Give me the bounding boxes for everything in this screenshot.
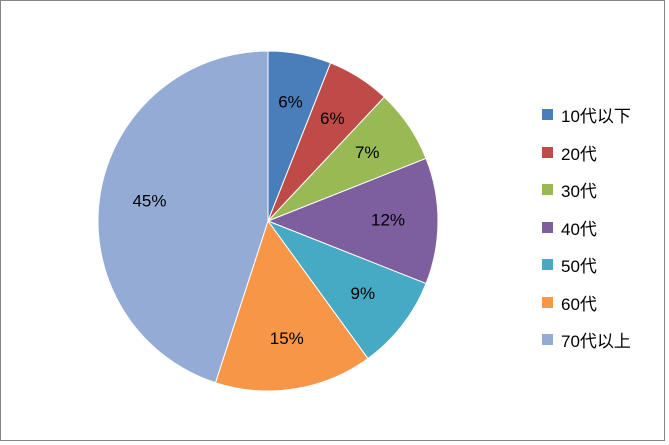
legend-swatch — [542, 221, 553, 233]
legend-item-0: 10代以下 — [542, 96, 631, 134]
legend-swatch — [542, 334, 553, 346]
slice-data-label-1: 6% — [320, 109, 345, 128]
slice-data-label-6: 45% — [132, 192, 166, 211]
legend-item-5: 60代 — [542, 284, 631, 322]
legend: 10代以下 20代 30代 40代 50代 60代 70代以上 — [542, 96, 631, 359]
slice-data-label-3: 12% — [371, 210, 405, 229]
legend-label: 10代以下 — [561, 107, 631, 127]
pie-chart: 6% 6% 7% 12% 9% 15% 45% — [97, 50, 439, 392]
legend-label: 50代 — [561, 257, 597, 277]
legend-label: 60代 — [561, 294, 597, 314]
legend-swatch — [542, 146, 553, 158]
legend-swatch — [542, 296, 553, 308]
legend-item-4: 50代 — [542, 246, 631, 284]
legend-label: 70代以上 — [561, 332, 631, 352]
legend-swatch — [542, 184, 553, 196]
slice-data-label-0: 6% — [278, 93, 303, 112]
legend-label: 20代 — [561, 144, 597, 164]
legend-swatch — [542, 109, 553, 121]
pie-slice-4 — [266, 219, 427, 360]
legend-swatch — [542, 259, 553, 271]
legend-item-6: 70代以上 — [542, 321, 631, 359]
legend-label: 40代 — [561, 219, 597, 239]
legend-item-1: 20代 — [542, 134, 631, 172]
pie-slice-6 — [97, 50, 269, 384]
slice-data-label-4: 9% — [351, 284, 376, 303]
legend-item-3: 40代 — [542, 209, 631, 247]
slice-data-label-2: 7% — [355, 143, 380, 162]
pie-slice-3 — [266, 157, 439, 285]
legend-item-2: 30代 — [542, 171, 631, 209]
legend-label: 30代 — [561, 182, 597, 202]
pie-slice-5 — [214, 219, 369, 392]
slice-data-label-5: 15% — [270, 329, 304, 348]
